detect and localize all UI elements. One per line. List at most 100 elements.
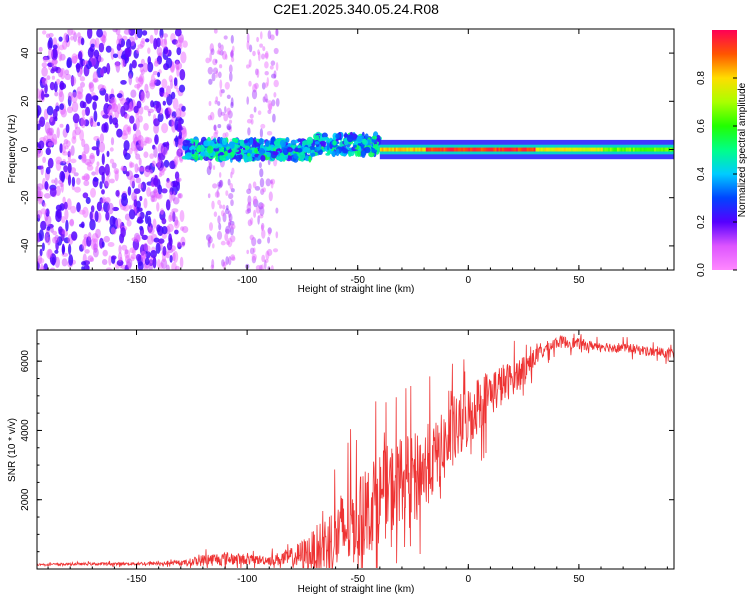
noise-blob	[128, 209, 136, 220]
band-blob	[306, 136, 314, 145]
noise-blob	[258, 51, 261, 62]
noise-blob	[137, 216, 143, 224]
noise-blob	[176, 47, 182, 56]
noise-blob	[230, 171, 233, 179]
noise-blob	[222, 212, 227, 223]
band-core-cell	[484, 147, 487, 152]
band-core-cell	[641, 147, 644, 152]
noise-blob	[39, 196, 44, 204]
band-core-cell	[540, 147, 543, 152]
band-core-cell	[645, 147, 648, 152]
noise-blob	[59, 103, 65, 110]
band-core-cell	[448, 147, 451, 152]
noise-blob	[120, 227, 126, 238]
noise-blob	[131, 59, 137, 69]
band-core-cell	[491, 147, 494, 152]
noise-blob	[142, 62, 149, 73]
noise-blob	[267, 30, 272, 40]
noise-blob	[56, 78, 61, 85]
noise-blob	[148, 227, 155, 235]
noise-blob	[174, 119, 179, 131]
noise-blob	[110, 96, 117, 106]
noise-blob	[44, 214, 52, 227]
noise-blob	[54, 234, 60, 244]
band-core-cell	[519, 147, 522, 152]
noise-blob	[156, 259, 161, 269]
noise-blob	[249, 44, 253, 53]
noise-blob	[153, 38, 158, 50]
noise-blob	[137, 166, 144, 172]
noise-blob	[260, 31, 263, 40]
x-tick-label: -50	[350, 275, 365, 286]
noise-blob	[161, 188, 168, 194]
noise-blob	[217, 46, 222, 56]
noise-blob	[217, 184, 221, 190]
band-core-cell	[624, 147, 627, 152]
band-core-cell	[528, 147, 531, 152]
band-core-cell	[570, 147, 574, 152]
noise-blob	[246, 64, 250, 69]
band-core-cell	[501, 147, 505, 152]
noise-blob	[153, 189, 158, 194]
noise-blob	[124, 152, 131, 160]
band-core-cell	[383, 147, 386, 152]
noise-blob	[47, 236, 51, 246]
band-core-cell	[399, 147, 402, 152]
noise-blob	[231, 56, 235, 63]
noise-blob	[131, 237, 138, 242]
noise-blob	[179, 69, 186, 81]
band-core-cell	[438, 147, 441, 152]
band-core-cell	[622, 147, 625, 152]
noise-blob	[206, 234, 212, 241]
noise-blob	[93, 110, 98, 123]
noise-blob	[154, 134, 159, 145]
band-core-cell	[659, 147, 662, 152]
band-blob	[189, 146, 196, 151]
noise-blob	[59, 182, 64, 188]
noise-blob	[137, 183, 144, 190]
band-core-cell	[512, 147, 515, 152]
noise-blob	[41, 66, 48, 77]
band-blob	[335, 133, 340, 139]
noise-blob	[259, 128, 263, 138]
noise-blob	[90, 205, 95, 213]
noise-blob	[216, 50, 221, 55]
noise-blob	[275, 98, 280, 107]
noise-blob	[172, 180, 178, 188]
noise-blob	[253, 198, 259, 208]
noise-blob	[250, 217, 254, 225]
noise-blob	[118, 252, 123, 263]
noise-blob	[176, 177, 182, 183]
noise-blob	[212, 183, 218, 189]
noise-blob	[246, 249, 249, 255]
band-core-cell	[537, 147, 540, 152]
band-core-cell	[625, 147, 628, 152]
noise-blob	[91, 171, 96, 176]
noise-blob	[219, 64, 223, 69]
noise-blob	[146, 187, 152, 197]
noise-blob	[175, 108, 182, 119]
band-core-cell	[404, 147, 407, 152]
noise-blob	[259, 264, 263, 270]
noise-blob	[231, 167, 235, 175]
noise-blob	[129, 175, 136, 188]
noise-blob	[58, 226, 63, 234]
noise-blob	[223, 261, 227, 267]
noise-blob	[252, 83, 257, 93]
noise-blob	[172, 97, 179, 110]
noise-blob	[84, 249, 90, 254]
noise-blob	[47, 249, 53, 258]
noise-blob	[65, 140, 71, 148]
noise-blob	[260, 203, 265, 209]
band-core-cell	[563, 147, 567, 152]
noise-blob	[248, 183, 252, 191]
band-core-cell	[578, 147, 581, 152]
band-blob	[196, 144, 202, 153]
noise-blob	[165, 199, 171, 211]
band-core-cell	[650, 147, 653, 152]
noise-blob	[246, 40, 250, 50]
band-core-cell	[530, 147, 533, 152]
band-core-cell	[597, 147, 600, 152]
noise-blob	[126, 258, 133, 269]
snr-y-label: SNR (10 * v/v)	[7, 418, 18, 482]
